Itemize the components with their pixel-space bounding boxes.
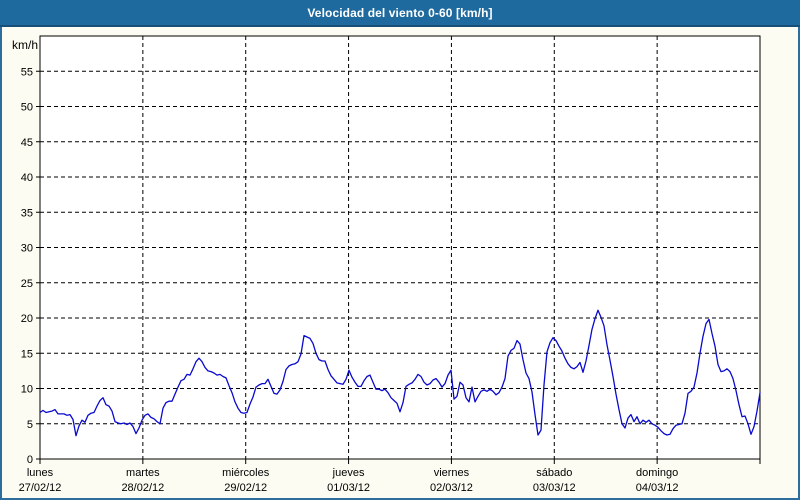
- x-axis-day-label: jueves: [332, 467, 365, 479]
- y-tick-label: 35: [21, 207, 33, 219]
- wind-speed-series-line: [39, 309, 761, 437]
- y-tick-label: 15: [21, 348, 33, 360]
- x-axis-day-label: sábado: [536, 467, 572, 479]
- chart-title: Velocidad del viento 0-60 [km/h]: [307, 5, 493, 20]
- x-axis-date-label: 28/02/12: [121, 482, 164, 494]
- y-tick-label: 30: [21, 243, 33, 255]
- x-axis-date-label: 29/02/12: [224, 482, 267, 494]
- y-tick-label: 0: [27, 454, 33, 466]
- y-tick-label: 20: [21, 313, 33, 325]
- x-axis-day-label: lunes: [27, 467, 54, 479]
- x-axis-day-label: viernes: [434, 467, 470, 479]
- y-tick-label: 45: [21, 137, 33, 149]
- y-tick-label: 55: [21, 66, 33, 78]
- x-axis-date-label: 02/03/12: [430, 482, 473, 494]
- x-axis-date-label: 04/03/12: [636, 482, 679, 494]
- chart-title-bar: Velocidad del viento 0-60 [km/h]: [0, 0, 800, 27]
- y-tick-label: 25: [21, 278, 33, 290]
- x-axis-day-label: miércoles: [222, 467, 270, 479]
- y-tick-label: 40: [21, 172, 33, 184]
- y-tick-label: 10: [21, 384, 33, 396]
- x-axis-day-label: domingo: [636, 467, 678, 479]
- y-tick-label: 5: [27, 419, 33, 431]
- y-tick-label: 50: [21, 102, 33, 114]
- x-axis-date-label: 27/02/12: [19, 482, 62, 494]
- x-axis-date-label: 03/03/12: [533, 482, 576, 494]
- x-axis-day-label: martes: [126, 467, 160, 479]
- x-axis-date-label: 01/03/12: [327, 482, 370, 494]
- y-axis-unit-label: km/h: [12, 38, 38, 52]
